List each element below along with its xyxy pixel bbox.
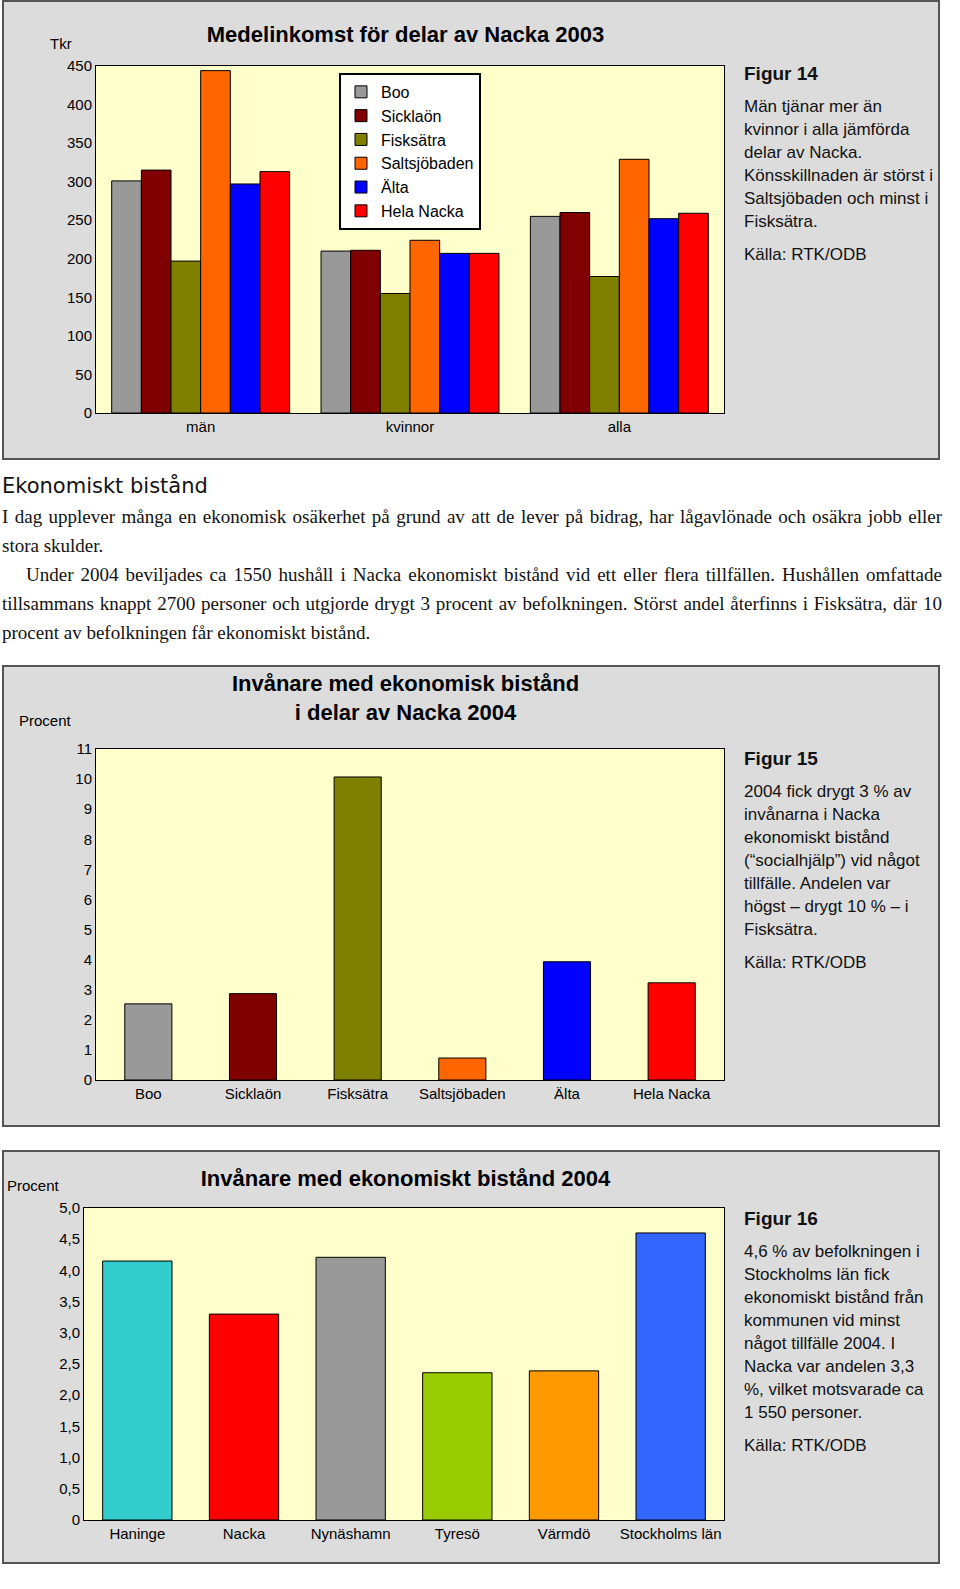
- svg-text:3,0: 3,0: [59, 1324, 80, 1341]
- svg-text:Fisksätra: Fisksätra: [381, 132, 446, 149]
- svg-text:300: 300: [67, 173, 92, 190]
- html-text:2004 fick drygt 3 % av invånar: 2004 fick drygt 3 % av invånarna i Nacka…: [744, 782, 920, 939]
- svg-text:5,0: 5,0: [59, 1199, 80, 1216]
- svg-text:4: 4: [84, 951, 92, 968]
- svg-text:Boo: Boo: [381, 84, 410, 101]
- svg-text:3,5: 3,5: [59, 1293, 80, 1310]
- svg-text:11: 11: [76, 740, 92, 757]
- svg-text:4,5: 4,5: [59, 1230, 80, 1247]
- svg-text:50: 50: [75, 366, 92, 383]
- svg-text:Boo: Boo: [135, 1085, 162, 1102]
- html-text:Män tjänar mer än kvinnor i al: Män tjänar mer än kvinnor i alla jämförd…: [744, 97, 933, 231]
- svg-text:0: 0: [84, 1071, 92, 1088]
- svg-text:Saltsjöbaden: Saltsjöbaden: [381, 155, 474, 172]
- svg-text:7: 7: [84, 861, 92, 878]
- svg-text:Tkr: Tkr: [50, 35, 72, 52]
- svg-text:100: 100: [67, 327, 92, 344]
- svg-text:alla: alla: [608, 418, 632, 435]
- svg-text:2,0: 2,0: [59, 1386, 80, 1403]
- svg-text:0,5: 0,5: [59, 1480, 80, 1497]
- svg-text:400: 400: [67, 96, 92, 113]
- svg-text:Tyresö: Tyresö: [435, 1525, 480, 1542]
- html-text:Figur 16: Figur 16: [744, 1208, 818, 1229]
- svg-text:Medelinkomst för delar av Nack: Medelinkomst för delar av Nacka 2003: [207, 22, 604, 47]
- svg-text:Procent: Procent: [7, 1177, 60, 1194]
- svg-text:6: 6: [84, 891, 92, 908]
- svg-text:Haninge: Haninge: [109, 1525, 165, 1542]
- svg-text:1: 1: [84, 1041, 92, 1058]
- svg-text:5: 5: [84, 921, 92, 938]
- html-text:Källa: RTK/ODB: Källa: RTK/ODB: [744, 1436, 867, 1455]
- html-text:Källa: RTK/ODB: Källa: RTK/ODB: [744, 953, 867, 972]
- svg-text:Procent: Procent: [19, 712, 72, 729]
- svg-text:200: 200: [67, 250, 92, 267]
- svg-text:Hela Nacka: Hela Nacka: [381, 203, 464, 220]
- svg-text:Nacka: Nacka: [223, 1525, 266, 1542]
- svg-text:Invånare med ekonomiskt bistån: Invånare med ekonomiskt bistånd 2004: [201, 1166, 611, 1191]
- svg-text:2: 2: [84, 1011, 92, 1028]
- svg-text:Sicklaön: Sicklaön: [225, 1085, 282, 1102]
- svg-text:män: män: [186, 418, 215, 435]
- svg-text:9: 9: [84, 800, 92, 817]
- html-text:Under 2004 beviljades ca 1550: Under 2004 beviljades ca 1550 hushåll i …: [2, 564, 942, 643]
- svg-text:0: 0: [72, 1511, 80, 1528]
- svg-text:1,5: 1,5: [59, 1418, 80, 1435]
- svg-text:Fisksätra: Fisksätra: [327, 1085, 389, 1102]
- html-text:Figur 14: Figur 14: [744, 63, 818, 84]
- html-text:I dag upplever många en ekonom: I dag upplever många en ekonomisk osäker…: [2, 506, 942, 556]
- svg-text:3: 3: [84, 981, 92, 998]
- html-text:Ekonomiskt bistånd: Ekonomiskt bistånd: [2, 474, 208, 498]
- svg-text:10: 10: [75, 770, 92, 787]
- html-text:Källa: RTK/ODB: Källa: RTK/ODB: [744, 245, 867, 264]
- svg-text:250: 250: [67, 211, 92, 228]
- svg-text:Stockholms län: Stockholms län: [620, 1525, 722, 1542]
- svg-text:Nynäshamn: Nynäshamn: [311, 1525, 391, 1542]
- svg-text:450: 450: [67, 57, 92, 74]
- svg-text:Älta: Älta: [381, 179, 409, 196]
- svg-text:4,0: 4,0: [59, 1262, 80, 1279]
- html-text:Figur 15: Figur 15: [744, 748, 818, 769]
- svg-text:Värmdö: Värmdö: [538, 1525, 591, 1542]
- svg-text:350: 350: [67, 134, 92, 151]
- svg-text:kvinnor: kvinnor: [386, 418, 434, 435]
- svg-text:1,0: 1,0: [59, 1449, 80, 1466]
- svg-text:0: 0: [84, 404, 92, 421]
- svg-text:Invånare med ekonomisk bistånd: Invånare med ekonomisk biståndi delar av…: [232, 671, 579, 725]
- svg-text:150: 150: [67, 289, 92, 306]
- svg-text:Hela Nacka: Hela Nacka: [633, 1085, 711, 1102]
- svg-text:2,5: 2,5: [59, 1355, 80, 1372]
- html-text:4,6 % av befolkningen i Stockh: 4,6 % av befolkningen i Stockholms län f…: [744, 1242, 924, 1422]
- svg-text:Älta: Älta: [554, 1085, 581, 1102]
- svg-text:Saltsjöbaden: Saltsjöbaden: [419, 1085, 506, 1102]
- svg-text:8: 8: [84, 831, 92, 848]
- svg-text:Sicklaön: Sicklaön: [381, 108, 441, 125]
